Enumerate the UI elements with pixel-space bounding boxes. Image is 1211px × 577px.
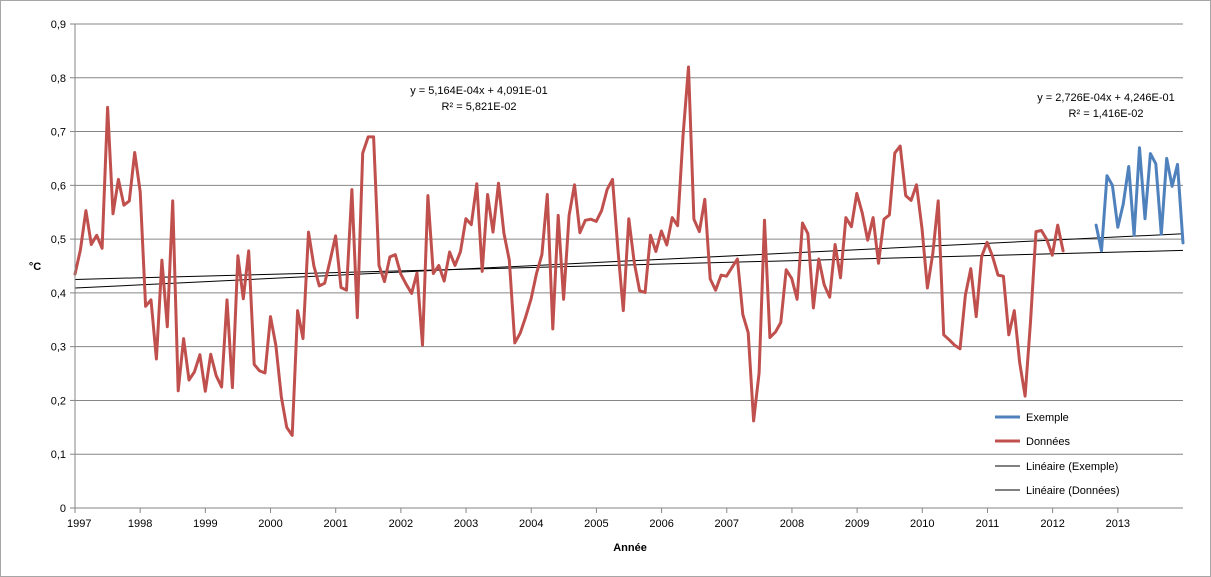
x-tick-label: 2012 [1040,518,1064,530]
x-tick-label: 2007 [715,518,739,530]
x-tick-label: 2003 [454,518,478,530]
y-tick-label: 0,7 [51,127,66,139]
y-tick-label: 0,5 [51,234,66,246]
x-tick-label: 2004 [519,518,543,530]
y-tick-label: 0,6 [51,180,66,192]
legend-label-donnees: Données [1026,436,1071,448]
y-axis-title: °C [29,261,41,273]
y-tick-label: 0,9 [51,19,66,31]
x-tick-label: 1999 [193,518,217,530]
legend: Exemple Données Linéaire (Exemple) Linéa… [995,412,1120,497]
series-line [1094,146,1185,253]
x-tick-label: 2008 [780,518,804,530]
x-tick-label: 2009 [845,518,869,530]
series-lines [73,65,1185,437]
x-tick-label: 2013 [1106,518,1130,530]
trend-r2-exemple: R² = 1,416E-02 [1069,108,1144,120]
x-tick-label: 2000 [258,518,282,530]
trend-r2-donnees: R² = 5,821E-02 [442,101,517,113]
axes [74,24,1183,513]
y-tick-label: 0,1 [51,449,66,461]
y-tick-label: 0,2 [51,395,66,407]
y-tick-labels: 0 0,1 0,2 0,3 0,4 0,5 0,6 0,7 0,8 0,9 [51,19,66,515]
x-tick-label: 2011 [976,518,1000,530]
x-tick-label: 2002 [389,518,413,530]
y-tick-label: 0 [60,503,66,515]
series-line [73,65,1065,437]
y-tick-label: 0,4 [51,288,66,300]
x-axis-title: Année [613,542,647,554]
trendline [74,249,1184,280]
trendlines [74,233,1184,289]
trend-equation-donnees: y = 5,164E-04x + 4,091E-01 [410,85,548,97]
legend-label-lineaire-donnees: Linéaire (Données) [1026,485,1120,497]
y-tick-label: 0,3 [51,342,66,354]
legend-label-exemple: Exemple [1026,412,1069,424]
y-tick-label: 0,8 [51,73,66,85]
x-tick-label: 2001 [323,518,347,530]
x-tick-label: 1998 [128,518,152,530]
x-tick-label: 2006 [649,518,673,530]
x-tick-label: 2005 [584,518,608,530]
x-tick-label: 1997 [67,518,91,530]
x-tick-labels: 1997 1998 1999 2000 2001 2002 2003 2004 2005 2006… [67,518,1130,530]
x-tick-label: 2010 [910,518,934,530]
legend-label-lineaire-exemple: Linéaire (Exemple) [1026,461,1118,473]
trend-equation-exemple: y = 2,726E-04x + 4,246E-01 [1037,92,1175,104]
trendline [74,233,1184,289]
